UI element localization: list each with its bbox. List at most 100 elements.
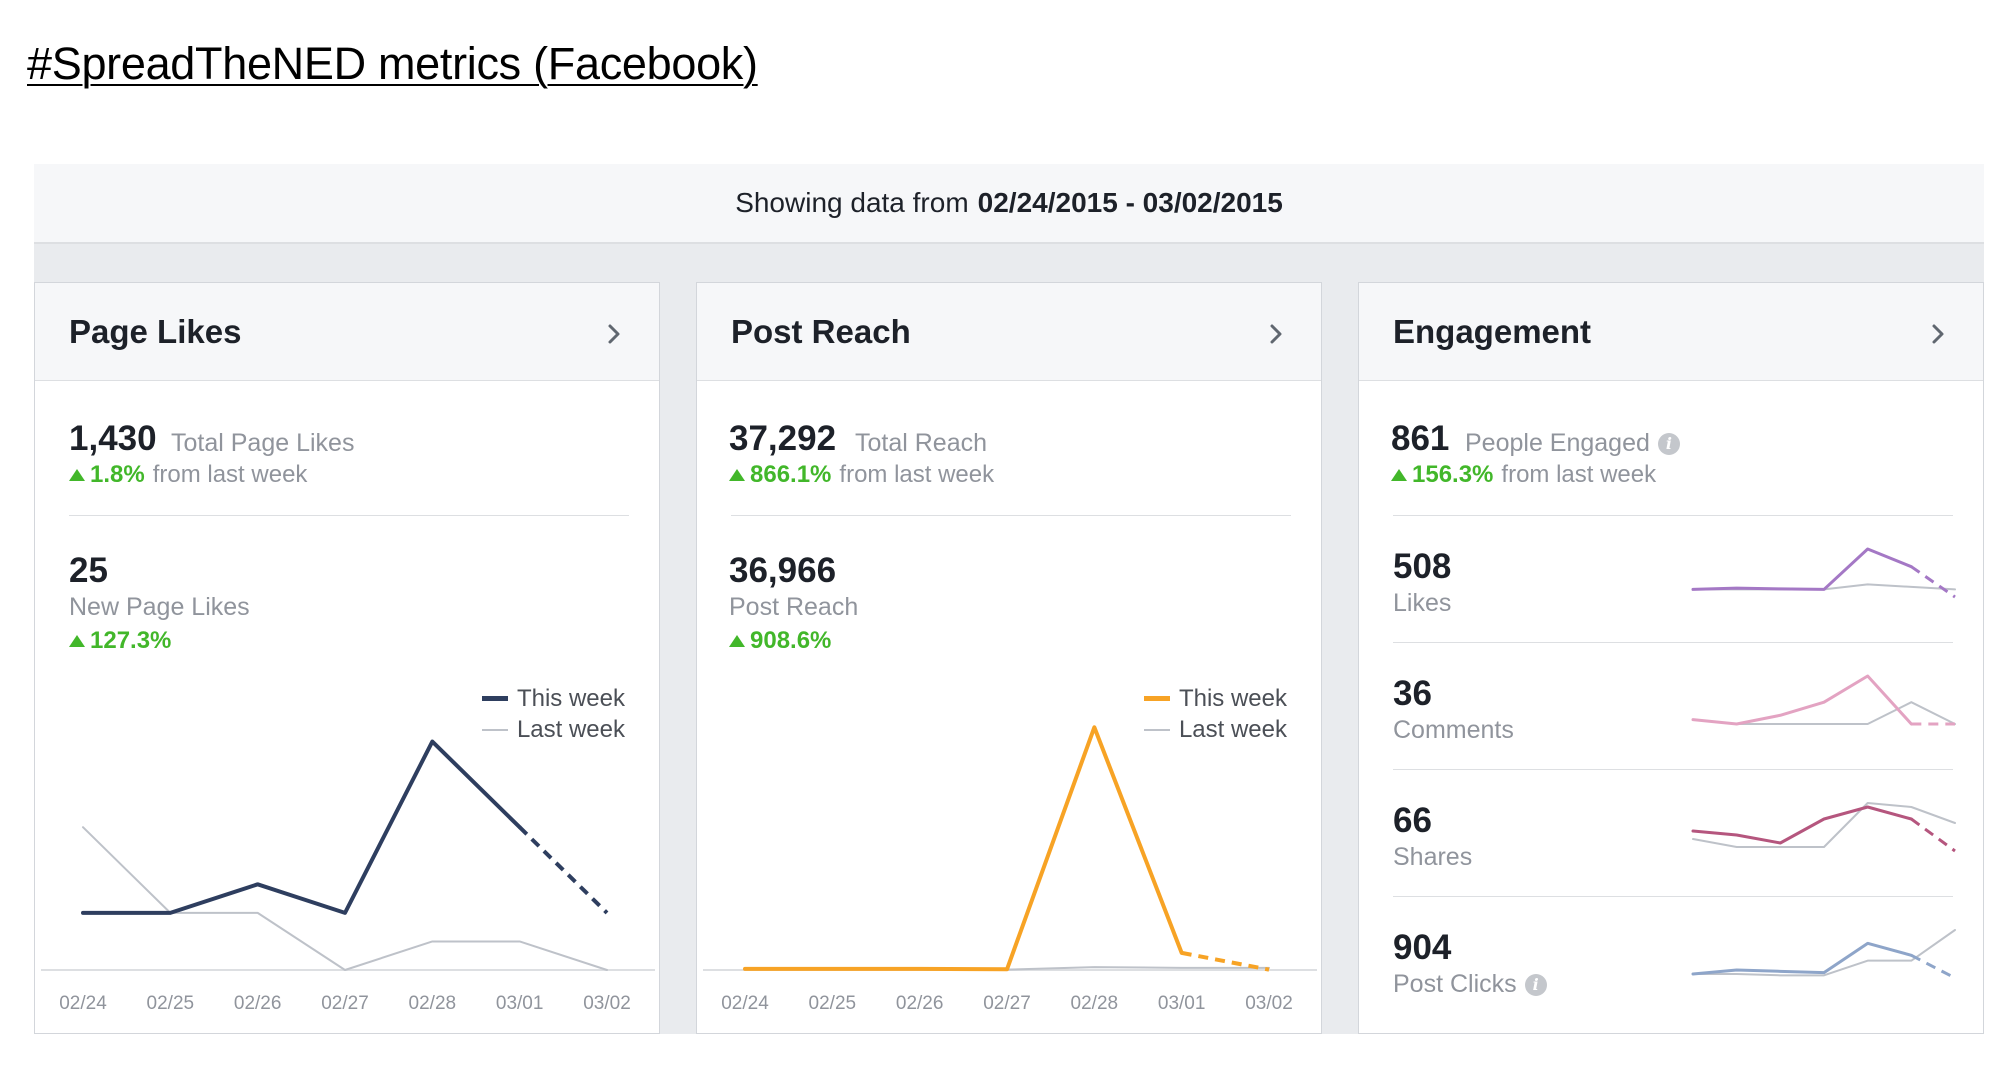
x-tick-label: 03/01	[1158, 993, 1206, 1014]
delta-value: 127.3%	[90, 627, 172, 654]
post-reach-title: Post Reach	[731, 313, 911, 350]
legend-label: Last week	[516, 715, 625, 743]
post-clicks-label-wrap: Post Clicks i	[1393, 970, 1547, 999]
page-likes-card[interactable]: Page Likes 1,430 Total Page Likes 1.8% f…	[34, 282, 660, 1034]
post-clicks-value: 904	[1393, 928, 1452, 967]
likes-value: 508	[1393, 547, 1452, 586]
chevron-right-icon[interactable]	[1925, 321, 1951, 347]
page-likes-title: Page Likes	[69, 313, 242, 350]
comments-sparkline-this-week	[1691, 674, 1913, 726]
chart-legend: This week Last week	[481, 683, 625, 745]
total-reach-delta: 866.1% from last week	[729, 461, 994, 489]
divider	[1393, 896, 1953, 897]
comments-label: Comments	[1393, 716, 1514, 744]
legend-this-week: This week	[481, 683, 625, 714]
divider	[1393, 515, 1953, 516]
page-likes-card-header[interactable]: Page Likes	[35, 283, 659, 381]
x-tick-label: 02/24	[59, 993, 107, 1014]
chevron-right-icon[interactable]	[1263, 321, 1289, 347]
engagement-card[interactable]: Engagement 861 People Engaged i 156.3% fr…	[1358, 282, 1984, 1034]
this-week-line	[743, 725, 1184, 972]
x-tick-label: 02/27	[983, 993, 1031, 1014]
divider	[1393, 642, 1953, 643]
info-icon[interactable]: i	[1657, 433, 1680, 456]
shares-sparkline-this-week	[1691, 805, 1913, 845]
delta-value: 1.8%	[90, 461, 145, 488]
engagement-card-header[interactable]: Engagement	[1359, 283, 1983, 381]
total-page-likes-value: 1,430	[69, 419, 157, 458]
x-tick-label: 03/02	[1245, 993, 1293, 1014]
post-reach-delta: 908.6%	[729, 627, 831, 655]
post-reach-chart: 02/24 02/25 02/26 02/27 02/28 03/01 03/02	[703, 725, 1317, 1014]
total-reach-value: 37,292	[729, 419, 837, 458]
page-likes-chart: 02/24 02/25 02/26 02/27 02/28 03/01 03/02	[41, 739, 655, 1014]
legend-label: This week	[1178, 684, 1287, 712]
divider	[731, 515, 1291, 516]
up-arrow-icon	[729, 469, 745, 481]
legend-last-week: Last week	[481, 714, 625, 745]
date-range-prefix: Showing data from	[735, 187, 969, 218]
likes-label: Likes	[1393, 589, 1452, 617]
shares-sparkline-this-week-projected	[1910, 817, 1956, 853]
up-arrow-icon	[69, 635, 85, 647]
post-reach-card[interactable]: Post Reach 37,292 Total Reach 866.1% fro…	[696, 282, 1322, 1034]
post-reach-label: Post Reach	[729, 593, 859, 621]
comments-value: 36	[1393, 674, 1432, 713]
date-range-dates: 02/24/2015 - 03/02/2015	[977, 187, 1283, 218]
legend-this-week: This week	[1143, 683, 1287, 714]
legend-last-week: Last week	[1143, 714, 1287, 745]
legend-swatch	[481, 696, 508, 701]
x-tick-label: 03/02	[583, 993, 631, 1014]
post-reach-card-header[interactable]: Post Reach	[697, 283, 1321, 381]
divider	[69, 515, 629, 516]
up-arrow-icon	[69, 469, 85, 481]
divider	[1393, 769, 1953, 770]
new-page-likes-value: 25	[69, 551, 108, 590]
people-engaged-value: 861	[1391, 419, 1450, 458]
this-week-line	[81, 739, 522, 915]
post-reach-value: 36,966	[729, 551, 837, 590]
total-page-likes-label: Total Page Likes	[171, 429, 355, 457]
people-engaged-label: People Engaged	[1465, 429, 1650, 457]
x-tick-label: 02/28	[1071, 993, 1119, 1014]
date-range-bar: Showing data from 02/24/2015 - 03/02/201…	[34, 164, 1984, 244]
total-reach-label: Total Reach	[855, 429, 988, 457]
x-tick-label: 02/26	[234, 993, 282, 1014]
last-week-line	[82, 826, 608, 971]
engagement-sparklines	[1691, 547, 1956, 980]
delta-suffix: from last week	[839, 461, 995, 488]
insights-panel: Showing data from 02/24/2015 - 03/02/201…	[34, 164, 1984, 1034]
x-tick-label: 02/25	[147, 993, 195, 1014]
document-title: #SpreadTheNED metrics (Facebook)	[27, 38, 758, 89]
post-clicks-sparkline-last-week	[1692, 929, 1956, 977]
x-tick-label: 02/26	[896, 993, 944, 1014]
total-page-likes-delta: 1.8% from last week	[69, 461, 307, 489]
this-week-line-projected	[518, 825, 609, 915]
new-page-likes-delta: 127.3%	[69, 627, 171, 655]
delta-value: 866.1%	[750, 461, 832, 488]
shares-sparkline-last-week	[1692, 802, 1956, 848]
comments-sparkline-last-week	[1692, 701, 1956, 725]
post-clicks-sparkline-this-week-projected	[1910, 954, 1956, 980]
likes-sparkline-this-week-projected	[1910, 565, 1956, 599]
legend-swatch	[1143, 696, 1170, 701]
info-icon[interactable]: i	[1524, 974, 1547, 997]
legend-label: Last week	[1178, 715, 1287, 743]
chevron-right-icon[interactable]	[601, 321, 627, 347]
legend-swatch	[481, 728, 508, 731]
shares-value: 66	[1393, 801, 1432, 840]
likes-sparkline-this-week	[1691, 547, 1913, 591]
post-clicks-sparkline-this-week	[1691, 941, 1913, 976]
engagement-title: Engagement	[1393, 313, 1592, 350]
x-tick-label: 03/01	[496, 993, 544, 1014]
this-week-line-projected	[1181, 950, 1270, 972]
x-tick-label: 02/24	[721, 993, 769, 1014]
up-arrow-icon	[1391, 469, 1407, 481]
shares-label: Shares	[1393, 843, 1473, 871]
delta-suffix: from last week	[1501, 461, 1657, 488]
x-tick-label: 02/28	[409, 993, 457, 1014]
new-page-likes-label: New Page Likes	[69, 593, 250, 621]
delta-suffix: from last week	[152, 461, 308, 488]
chart-legend: This week Last week	[1143, 683, 1287, 745]
x-tick-label: 02/25	[809, 993, 857, 1014]
